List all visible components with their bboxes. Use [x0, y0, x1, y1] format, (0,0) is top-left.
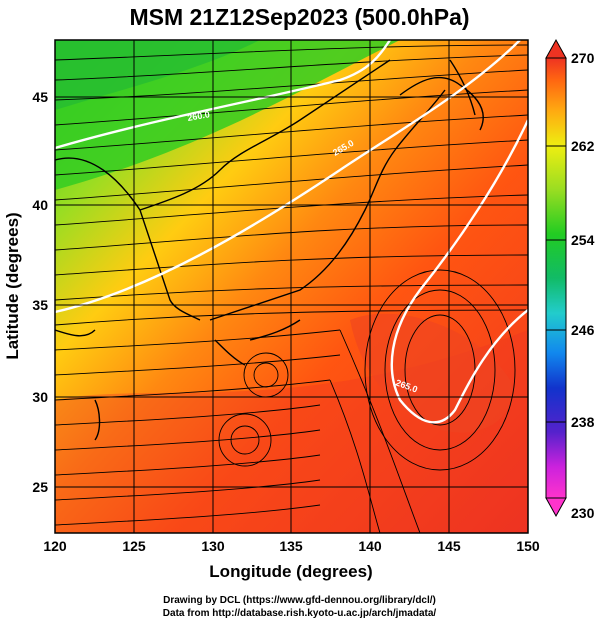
colorbar-bottom-triangle [545, 497, 567, 518]
coastlines [55, 59, 484, 441]
lat-lon-grid [55, 40, 528, 533]
colorbar-tick-label: 246 [571, 322, 595, 338]
colorbar-top-triangle [545, 38, 567, 59]
x-tick-label: 135 [279, 538, 303, 554]
credits: Drawing by DCL (https://www.gfd-dennou.o… [0, 594, 599, 620]
credits-line-1: Drawing by DCL (https://www.gfd-dennou.o… [163, 595, 436, 606]
x-tick-label: 125 [122, 538, 146, 554]
y-tick-label: 25 [32, 479, 48, 495]
y-tick-label: 40 [32, 197, 48, 213]
isotherm-contours [55, 40, 528, 424]
x-axis-title: Longitude (degrees) [209, 562, 372, 581]
map-title: MSM 21Z12Sep2023 (500.0hPa) [129, 4, 470, 30]
colorbar-tick-label: 254 [571, 232, 595, 248]
y-tick-label: 35 [32, 297, 48, 313]
y-tick-label: 30 [32, 389, 48, 405]
contour-label-260: 260.0 [187, 109, 211, 123]
colorbar-tick-label: 230 [571, 505, 595, 521]
credits-line-2: Data from http://database.rish.kyoto-u.a… [162, 608, 437, 619]
contour-265-a [55, 40, 521, 314]
x-tick-label: 145 [437, 538, 461, 554]
contour-260 [55, 40, 391, 150]
x-tick-label: 140 [358, 538, 382, 554]
plot-frame [54, 39, 529, 534]
colorbar-tick-label: 262 [571, 138, 595, 154]
colorbar: 270 262 254 246 238 230 [545, 38, 595, 521]
x-tick-label: 120 [43, 538, 67, 554]
colorbar-tick-label: 270 [571, 50, 595, 66]
x-axis-ticks: 120 125 130 135 140 145 150 [43, 538, 540, 554]
contour-265-b [390, 119, 528, 424]
y-axis-title: Latitude (degrees) [3, 212, 22, 359]
colorbar-scale [545, 57, 567, 499]
x-tick-label: 130 [201, 538, 225, 554]
x-tick-label: 150 [516, 538, 540, 554]
colorbar-tick-label: 238 [571, 414, 595, 430]
y-tick-label: 45 [32, 89, 48, 105]
y-axis-ticks: 25 30 35 40 45 [32, 89, 48, 495]
